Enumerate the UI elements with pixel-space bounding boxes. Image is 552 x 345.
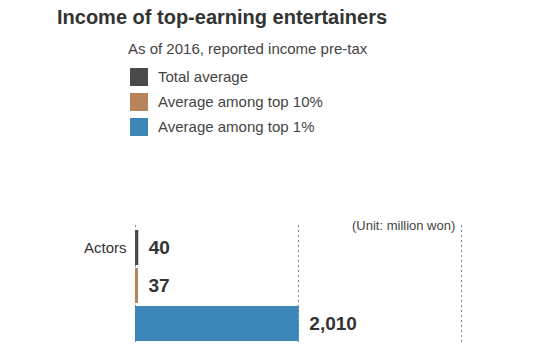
svg-text:37: 37 [149, 275, 170, 296]
html-text:(Unit: million won): (Unit: million won) [352, 218, 456, 233]
svg-text:2,010: 2,010 [309, 313, 357, 334]
html-text:Income of top-earning entertai: Income of top-earning entertainers [57, 6, 388, 28]
html-text:Total average: Total average [158, 68, 249, 85]
html-text:Average among top 10%: Average among top 10% [158, 93, 323, 110]
html-text:As of 2016, reported income pr: As of 2016, reported income pre-tax [128, 40, 368, 57]
svg-text:Actors: Actors [84, 239, 127, 256]
svg-text:40: 40 [149, 237, 170, 258]
html-text:Average among top 1%: Average among top 1% [158, 118, 315, 135]
